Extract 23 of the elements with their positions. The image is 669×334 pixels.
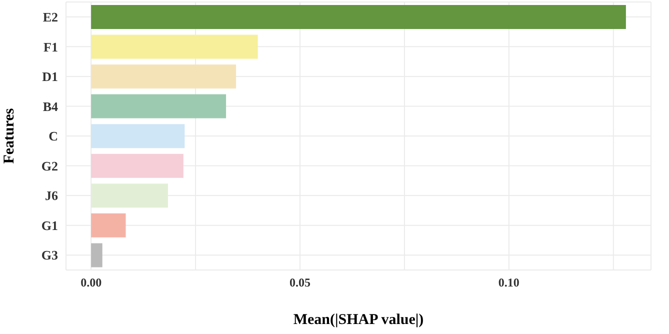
y-tick-label: B4 [42, 98, 58, 114]
y-tick-label: C [48, 128, 58, 144]
bar [91, 184, 168, 208]
bar [91, 124, 185, 148]
y-tick-label: G2 [41, 158, 58, 174]
bar [91, 243, 102, 268]
bar [91, 213, 126, 238]
y-tick-label: G1 [41, 218, 58, 233]
x-tick-label: 0.05 [290, 276, 310, 290]
y-tick-label: G3 [41, 248, 58, 263]
bar [91, 34, 258, 59]
x-tick-label: 0.10 [498, 276, 520, 290]
x-tick-label: 0.00 [80, 276, 102, 290]
y-axis-title: Features [1, 108, 18, 164]
y-tick-label: E2 [42, 10, 58, 25]
bar [91, 4, 626, 29]
bar [91, 94, 226, 118]
y-tick-label: D1 [42, 69, 58, 84]
bar [91, 154, 184, 178]
bar [91, 64, 236, 89]
y-tick-label: F1 [44, 39, 58, 54]
x-axis-title: Mean(|SHAP value|) [293, 312, 424, 328]
y-tick-label: J6 [45, 188, 58, 204]
